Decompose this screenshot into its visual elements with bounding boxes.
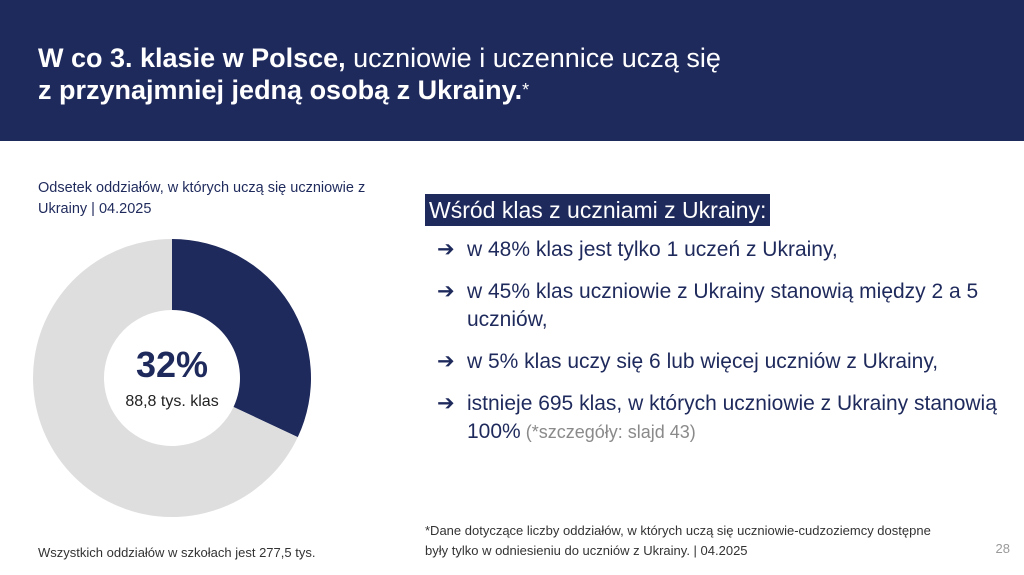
info-bullet-list: ➔ w 48% klas jest tylko 1 uczeń z Ukrain… (437, 236, 997, 460)
footnote: *Dane dotyczące liczby oddziałów, w któr… (425, 523, 931, 558)
slide-header: W co 3. klasie w Polsce, uczniowie i ucz… (0, 0, 1024, 141)
arrow-right-icon: ➔ (437, 350, 455, 373)
bullet-text: w 5% klas uczy się 6 lub więcej uczniów … (467, 350, 939, 373)
donut-slice-2 (33, 239, 298, 517)
list-item: ➔ istnieje 695 klas, w których uczniowie… (437, 390, 997, 446)
arrow-right-icon: ➔ (437, 238, 455, 261)
bullet-text: w 45% klas uczniowie z Ukrainy stanowią … (467, 280, 979, 331)
list-item: ➔ w 45% klas uczniowie z Ukrainy stanowi… (437, 278, 997, 334)
title-asterisk: * (522, 80, 530, 100)
donut-slice-1 (172, 239, 311, 438)
chart-caption: Odsetek oddziałów, w których uczą się uc… (38, 180, 366, 217)
title-line-1: W co 3. klasie w Polsce, uczniowie i ucz… (38, 42, 1024, 74)
title-line-2: z przynajmniej jedną osobą z Ukrainy.* (38, 74, 1024, 106)
total-classes-note: Wszystkich oddziałów w szkołach jest 277… (38, 545, 316, 560)
arrow-right-icon: ➔ (437, 392, 455, 415)
bullet-text: w 48% klas jest tylko 1 uczeń z Ukrainy, (467, 238, 838, 261)
bullet-text: istnieje 695 klas, w których uczniowie z… (467, 392, 997, 443)
list-item: ➔ w 48% klas jest tylko 1 uczeń z Ukrain… (437, 236, 997, 264)
info-heading: Wśród klas z uczniami z Ukrainy: (425, 194, 771, 226)
title-bold: W co 3. klasie w Polsce, (38, 43, 346, 73)
arrow-right-icon: ➔ (437, 280, 455, 303)
list-item: ➔ w 5% klas uczy się 6 lub więcej ucznió… (437, 348, 997, 376)
page-number: 28 (995, 541, 1010, 556)
donut-chart (33, 239, 311, 517)
title-rest: uczniowie i uczennice uczą się (345, 43, 721, 73)
title-line-2-text: z przynajmniej jedną osobą z Ukrainy. (38, 75, 523, 105)
bullet-reference: (*szczegóły: slajd 43) (520, 422, 696, 442)
